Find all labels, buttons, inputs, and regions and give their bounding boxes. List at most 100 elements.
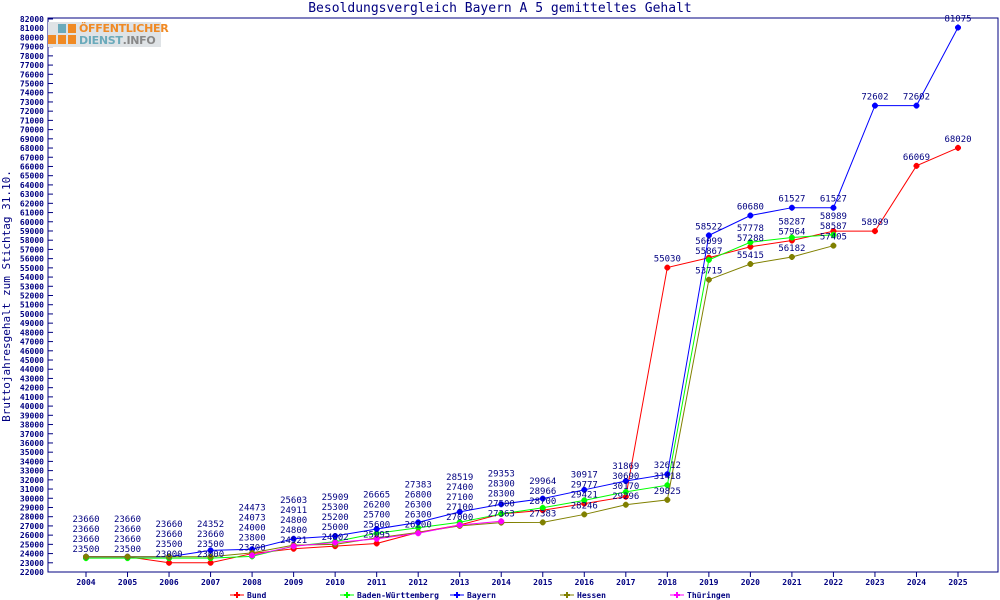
data-label: 30690	[612, 472, 639, 482]
logo-text-line2: DIENST.INFO	[79, 34, 156, 47]
data-label: 57778	[737, 224, 764, 234]
data-point	[124, 553, 131, 560]
y-tick-label: 33000	[20, 467, 44, 476]
data-point	[332, 532, 339, 539]
data-label: 57964	[778, 228, 805, 238]
y-tick-label: 43000	[20, 374, 44, 383]
data-label: 24352	[197, 520, 224, 530]
data-label: 23500	[197, 540, 224, 550]
data-point	[664, 496, 671, 503]
y-tick-label: 37000	[20, 430, 44, 439]
y-tick-label: 75000	[20, 80, 44, 89]
x-tick-label: 2012	[409, 578, 428, 587]
y-tick-label: 80000	[20, 33, 44, 42]
y-tick-label: 68000	[20, 144, 44, 153]
x-tick-label: 2006	[159, 578, 178, 587]
y-tick-label: 66000	[20, 162, 44, 171]
data-point	[581, 486, 588, 493]
data-label: 24521	[280, 536, 307, 546]
data-label: 61527	[820, 195, 847, 205]
x-tick-label: 2009	[284, 578, 303, 587]
y-tick-label: 31000	[20, 485, 44, 494]
x-tick-label: 2010	[326, 578, 345, 587]
data-label: 28519	[446, 473, 473, 483]
data-label: 23660	[114, 515, 141, 525]
data-point	[664, 264, 671, 271]
data-point	[332, 539, 339, 546]
data-point	[539, 495, 546, 502]
data-label: 58522	[695, 222, 722, 232]
x-tick-label: 2024	[907, 578, 926, 587]
data-point	[871, 102, 878, 109]
x-tick-label: 2017	[616, 578, 635, 587]
data-point	[415, 524, 422, 531]
y-tick-label: 22000	[20, 568, 44, 577]
data-label: 23500	[114, 545, 141, 555]
data-label: 23000	[156, 550, 183, 560]
data-point	[207, 559, 214, 566]
y-tick-label: 30000	[20, 494, 44, 503]
data-point	[871, 228, 878, 235]
x-tick-label: 2022	[824, 578, 843, 587]
data-label: 26800	[405, 490, 432, 500]
plot-frame	[47, 17, 999, 573]
y-tick-label: 44000	[20, 365, 44, 374]
data-point	[290, 535, 297, 542]
data-point	[166, 553, 173, 560]
data-label: 53715	[695, 267, 722, 277]
data-label: 29421	[571, 491, 598, 501]
data-label: 24000	[239, 523, 266, 533]
y-tick-label: 51000	[20, 301, 44, 310]
y-tick-label: 67000	[20, 153, 44, 162]
data-point	[373, 530, 380, 537]
y-tick-label: 38000	[20, 421, 44, 430]
data-point	[83, 553, 89, 560]
data-label: 25909	[322, 493, 349, 503]
data-label: 28966	[529, 487, 556, 497]
logo: ÖFFENTLICHER DIENST.INFO	[48, 22, 169, 47]
y-tick-label: 70000	[20, 126, 44, 135]
y-tick-label: 28000	[20, 513, 44, 522]
data-label: 29296	[612, 492, 639, 502]
data-label: 29777	[571, 481, 598, 491]
data-label: 68020	[944, 135, 971, 145]
data-label: 23700	[239, 543, 266, 553]
x-tick-label: 2004	[76, 578, 95, 587]
data-label: 26300	[405, 510, 432, 520]
data-label: 31869	[612, 462, 639, 472]
y-tick-label: 47000	[20, 338, 44, 347]
data-label: 81075	[944, 15, 971, 25]
y-tick-label: 27000	[20, 522, 44, 531]
data-label: 29964	[529, 477, 556, 487]
data-point	[415, 530, 422, 537]
y-tick-label: 42000	[20, 384, 44, 393]
data-label: 23660	[156, 520, 183, 530]
data-label: 56182	[778, 244, 805, 254]
data-label: 30917	[571, 471, 598, 481]
y-tick-label: 36000	[20, 439, 44, 448]
data-label: 27500	[488, 500, 515, 510]
logo-text-info: .INFO	[122, 34, 156, 47]
data-point	[166, 559, 173, 566]
data-label: 23660	[114, 525, 141, 535]
x-tick-label: 2019	[699, 578, 718, 587]
data-point	[664, 482, 671, 489]
data-label: 28300	[488, 480, 515, 490]
data-label: 72602	[861, 93, 888, 103]
data-point	[622, 488, 629, 495]
y-tick-label: 76000	[20, 70, 44, 79]
x-tick-label: 2020	[741, 578, 760, 587]
data-label: 58287	[778, 218, 805, 228]
x-tick-label: 2016	[575, 578, 594, 587]
y-tick-label: 72000	[20, 107, 44, 116]
data-label: 29825	[654, 487, 681, 497]
data-point	[207, 553, 214, 560]
y-tick-label: 50000	[20, 310, 44, 319]
data-point	[913, 162, 920, 169]
data-label: 26200	[405, 520, 432, 530]
data-point	[456, 508, 463, 515]
data-point	[955, 24, 961, 31]
y-tick-label: 32000	[20, 476, 44, 485]
data-label: 31418	[654, 472, 681, 482]
data-point	[622, 493, 629, 500]
